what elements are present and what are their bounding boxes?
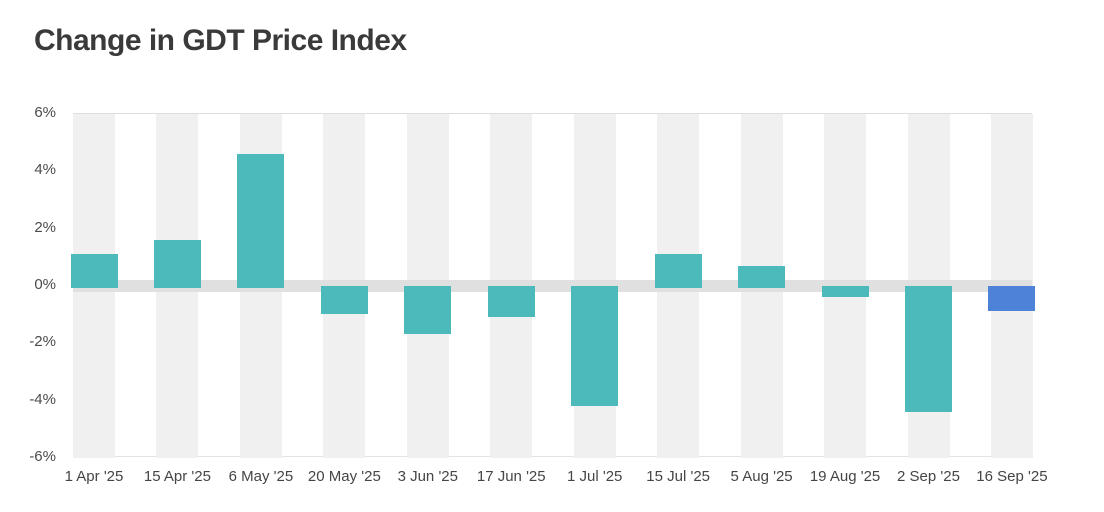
y-tick-label: 4% — [34, 161, 56, 179]
y-tick-label: -6% — [29, 448, 56, 465]
bar-3-jun--25[interactable] — [404, 285, 452, 335]
x-tick-label: 3 Jun '25 — [397, 468, 458, 485]
y-tick-label: 0% — [34, 276, 56, 293]
bar-19-aug--25[interactable] — [821, 285, 869, 298]
x-tick-label: 1 Jul '25 — [566, 468, 623, 485]
x-tick-label: 1 Apr '25 — [64, 468, 124, 485]
bar-17-jun--25[interactable] — [487, 285, 535, 318]
y-tick-label: -2% — [29, 333, 56, 351]
x-tick-label: 19 Aug '25 — [809, 468, 881, 485]
bar-16-sep--25[interactable] — [988, 285, 1036, 312]
y-tick-label: 2% — [34, 218, 56, 236]
y-tick-label: -4% — [29, 390, 56, 408]
x-tick-label: 16 Sep '25 — [976, 468, 1048, 485]
x-tick-label: 6 May '25 — [228, 468, 294, 485]
bar-15-jul--25[interactable] — [654, 254, 702, 289]
x-tick-label: 15 Apr '25 — [143, 468, 211, 485]
x-tick-label: 5 Aug '25 — [730, 468, 793, 485]
y-tick-label: 6% — [34, 104, 56, 121]
bar-2-sep--25[interactable] — [905, 285, 952, 412]
zero-baseline — [73, 280, 1032, 292]
bar-1-jul--25[interactable] — [571, 285, 619, 407]
bar-20-may--25[interactable] — [320, 285, 368, 315]
chart-title: Change in GDT Price Index — [34, 24, 407, 57]
x-tick-label: 2 Sep '25 — [897, 468, 960, 485]
x-tick-label: 20 May '25 — [307, 468, 381, 485]
x-tick-label: 15 Jul '25 — [646, 468, 711, 485]
bar-6-may--25[interactable] — [237, 154, 285, 289]
bar-5-aug--25[interactable] — [738, 265, 786, 289]
plot-area — [70, 113, 1036, 458]
bar-1-apr--25[interactable] — [70, 254, 118, 289]
x-tick-label: 17 Jun '25 — [476, 468, 546, 485]
bar-15-apr--25[interactable] — [153, 240, 201, 289]
